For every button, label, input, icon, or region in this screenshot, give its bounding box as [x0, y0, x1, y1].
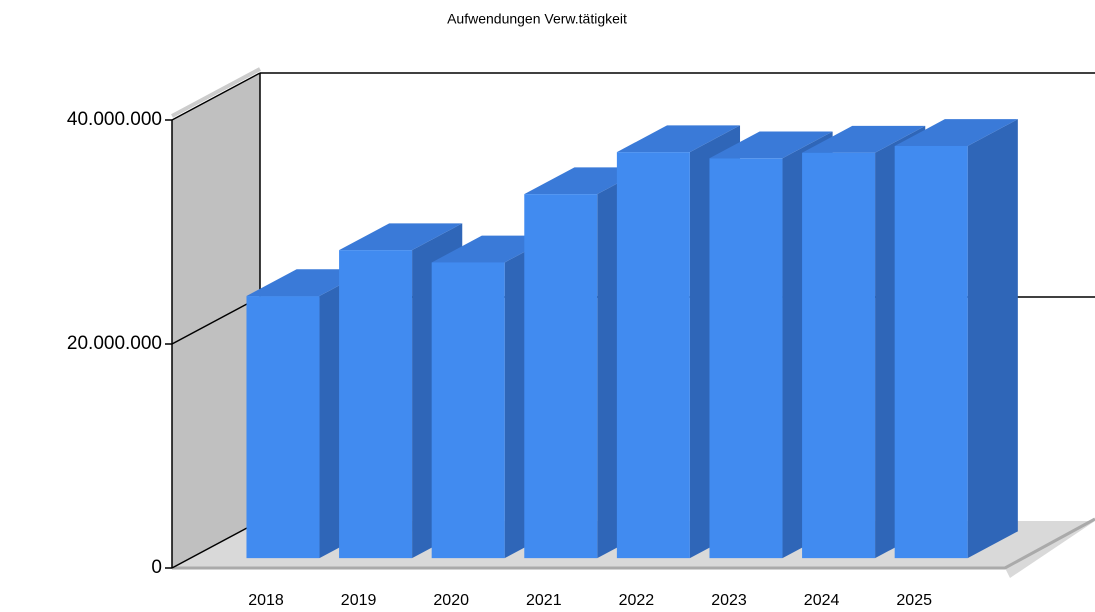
- bar: [246, 296, 320, 559]
- floor-edge: [172, 517, 1095, 570]
- bar-top: [616, 125, 741, 153]
- bar: [616, 152, 690, 559]
- y-tick-label: 0: [151, 557, 162, 578]
- x-tick-label: 2024: [804, 592, 840, 609]
- x-tick-label: 2019: [341, 592, 377, 609]
- grid-line: [171, 520, 261, 569]
- y-tick-label: 40.000.000: [67, 109, 162, 130]
- bar: [802, 152, 876, 559]
- x-tick-label: 2021: [526, 592, 562, 609]
- bar: [709, 158, 783, 559]
- top-shadow: [171, 67, 261, 118]
- bar-top: [246, 269, 370, 297]
- bar: [524, 194, 598, 559]
- y-tick-label: 20.000.000: [67, 333, 162, 354]
- x-tick-label: 2023: [711, 592, 747, 609]
- bar-top: [339, 223, 463, 251]
- x-tick-label: 2025: [896, 592, 932, 609]
- x-tick-label: 2022: [619, 592, 655, 609]
- bar: [431, 262, 505, 559]
- x-tick-label: 2018: [248, 592, 284, 609]
- bar-top: [431, 235, 555, 263]
- grid-line: [171, 296, 261, 345]
- bar-top: [802, 125, 926, 153]
- bar: [339, 250, 413, 559]
- bar-top: [709, 131, 833, 159]
- bar: [894, 145, 968, 559]
- bar-top: [894, 119, 1018, 146]
- chart-title: Aufwendungen Verw.tätigkeit: [447, 11, 627, 27]
- x-tick-label: 2020: [433, 592, 469, 609]
- bar-side: [967, 119, 1018, 559]
- grid-line: [171, 72, 261, 121]
- bar-top: [524, 167, 648, 195]
